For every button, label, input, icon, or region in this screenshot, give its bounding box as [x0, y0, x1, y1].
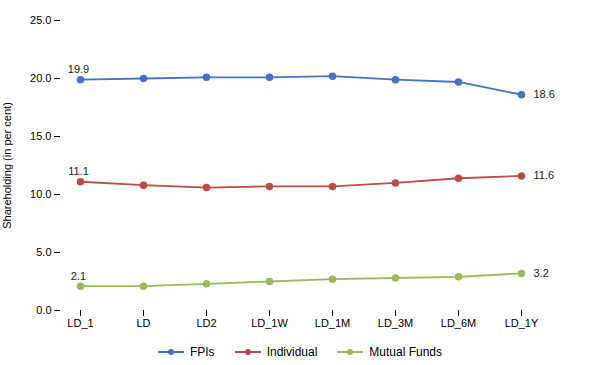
- html-text:FPIs: FPIs: [190, 345, 215, 359]
- svg-text:20.0: 20.0: [30, 72, 51, 84]
- svg-text:0.0: 0.0: [36, 304, 51, 316]
- svg-text:LD: LD: [136, 317, 150, 329]
- svg-text:5.0: 5.0: [36, 246, 51, 258]
- svg-text:LD_6M: LD_6M: [441, 317, 476, 329]
- svg-text:11.1: 11.1: [68, 165, 89, 177]
- svg-text:3.2: 3.2: [534, 267, 549, 279]
- svg-text:25.0: 25.0: [30, 14, 51, 26]
- svg-text:LD_1: LD_1: [67, 317, 93, 329]
- svg-text:10.0: 10.0: [30, 188, 51, 200]
- svg-text:11.6: 11.6: [534, 169, 555, 181]
- svg-text:LD_1W: LD_1W: [251, 317, 288, 329]
- svg-text:Shareholding (in per cent): Shareholding (in per cent): [1, 102, 13, 229]
- svg-text:15.0: 15.0: [30, 130, 51, 142]
- svg-text:LD_3M: LD_3M: [378, 317, 413, 329]
- svg-text:LD_1M: LD_1M: [315, 317, 350, 329]
- html-text:Individual: Individual: [266, 345, 318, 359]
- svg-text:LD2: LD2: [196, 317, 216, 329]
- svg-text:18.6: 18.6: [534, 88, 555, 100]
- html-text:Mutual Funds: Mutual Funds: [369, 345, 442, 359]
- svg-text:19.9: 19.9: [68, 63, 89, 75]
- svg-text:LD_1Y: LD_1Y: [505, 317, 539, 329]
- svg-text:2.1: 2.1: [71, 270, 86, 282]
